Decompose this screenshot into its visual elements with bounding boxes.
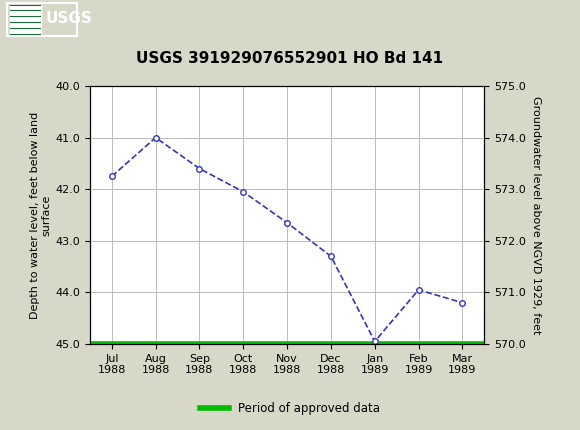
Y-axis label: Groundwater level above NGVD 1929, feet: Groundwater level above NGVD 1929, feet xyxy=(531,96,542,334)
Text: USGS 391929076552901 HO Bd 141: USGS 391929076552901 HO Bd 141 xyxy=(136,51,444,65)
Y-axis label: Depth to water level, feet below land
surface: Depth to water level, feet below land su… xyxy=(30,111,51,319)
Legend: Period of approved data: Period of approved data xyxy=(195,397,385,420)
Bar xyxy=(10,5,41,34)
Bar xyxy=(7,3,77,36)
Text: USGS: USGS xyxy=(45,11,92,26)
